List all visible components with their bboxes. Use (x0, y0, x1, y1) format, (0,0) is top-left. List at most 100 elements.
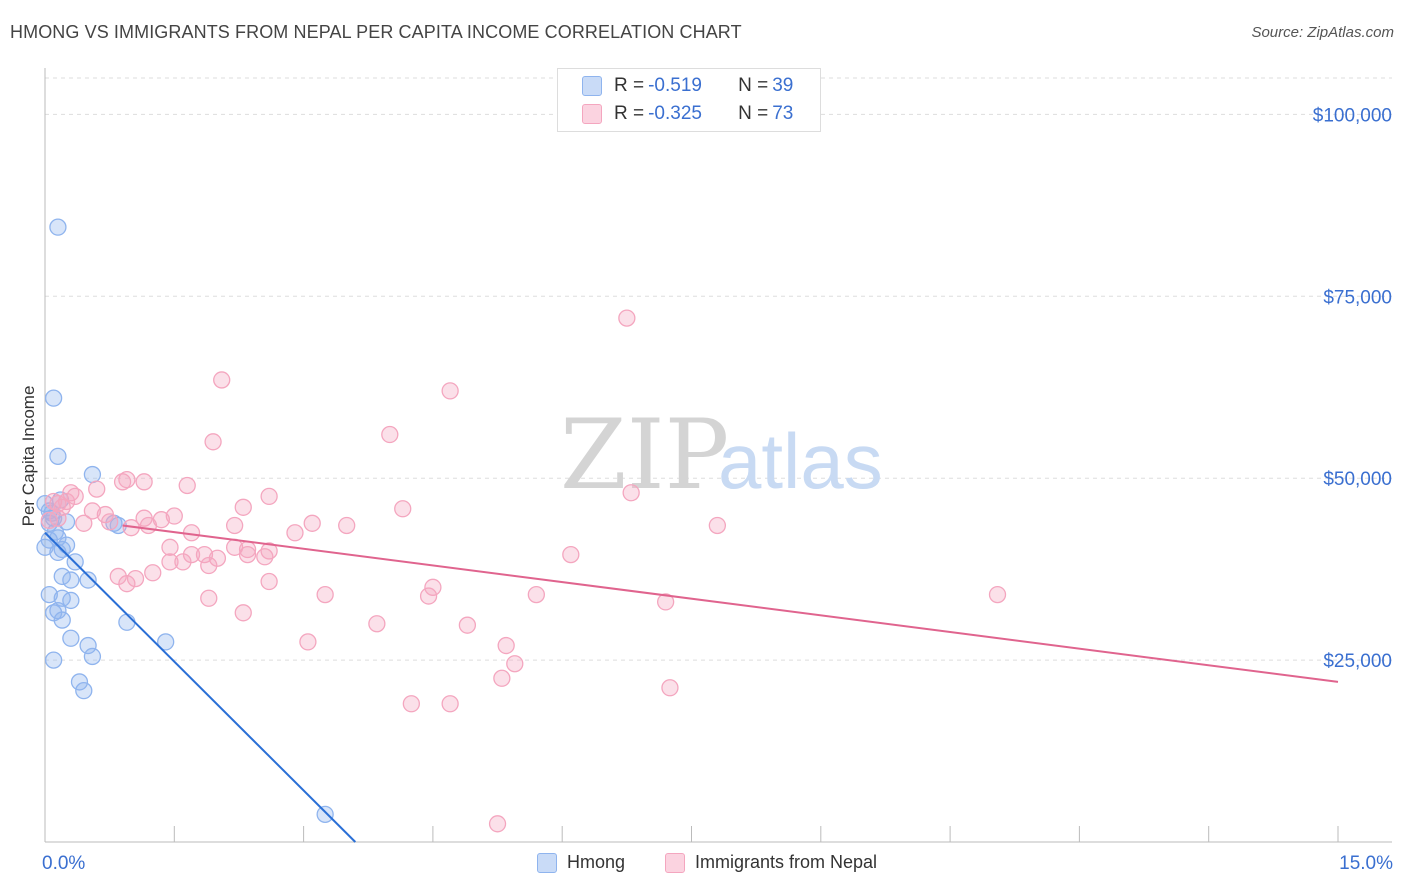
nepal-point (506, 655, 524, 673)
nepal-point (66, 487, 84, 506)
nepal-point (161, 538, 179, 556)
nepal-point (88, 480, 106, 498)
nepal-point (182, 545, 201, 564)
hmong-point (49, 601, 67, 620)
nepal-point (441, 695, 459, 713)
nepal-trend-line (122, 524, 1339, 683)
nepal-point (316, 585, 334, 604)
nepal-point (118, 575, 136, 593)
chart-title: HMONG VS IMMIGRANTS FROM NEPAL PER CAPIT… (10, 22, 742, 42)
nepal-point (394, 500, 412, 518)
nepal-point (368, 615, 386, 633)
nepal-point (618, 309, 636, 327)
stats-swatch-nepal (582, 104, 602, 124)
nepal-point (299, 633, 317, 651)
hmong-point (62, 629, 80, 647)
nepal-point (200, 556, 218, 575)
hmong-point (83, 647, 102, 666)
nepal-point (260, 572, 278, 591)
nepal-point (208, 549, 227, 567)
legend-label-nepal: Immigrants from Nepal (695, 852, 878, 872)
nepal-point (200, 589, 218, 607)
stats-n-value: 73 (772, 103, 794, 124)
nepal-point (488, 815, 507, 833)
hmong-point (49, 218, 67, 236)
nepal-point (53, 498, 71, 516)
nepal-point (234, 604, 252, 622)
y-tick-label: $50,000 (1323, 469, 1392, 490)
nepal-point (286, 524, 304, 542)
stats-r-label: R = (614, 103, 645, 124)
stats-n-label: N = (738, 75, 769, 96)
stats-swatch-hmong (582, 76, 602, 96)
nepal-point (419, 587, 438, 605)
legend-swatch-nepal (665, 852, 685, 873)
nepal-point (144, 564, 162, 582)
hmong-point (49, 447, 67, 466)
hmong-point (62, 571, 80, 589)
hmong-point (53, 567, 71, 586)
y-axis-title: Per Capita Income (19, 386, 38, 527)
hmong-point (70, 673, 89, 691)
nepal-point (458, 616, 477, 634)
nepal-point (656, 593, 675, 611)
nepal-point (988, 585, 1007, 604)
hmong-point (79, 636, 97, 655)
hmong-point (83, 465, 102, 484)
data-points (36, 218, 1007, 833)
nepal-point (527, 585, 545, 604)
stats-r-value: -0.519 (648, 75, 702, 96)
nepal-point (75, 514, 93, 532)
nepal-point (165, 507, 183, 525)
legend-item-nepal[interactable]: Immigrants from Nepal (665, 852, 877, 873)
hmong-point (44, 389, 63, 407)
grid-lines (45, 77, 1392, 661)
hmong-point (316, 805, 334, 824)
nepal-point (260, 487, 278, 506)
nepal-point (126, 569, 145, 588)
watermark-zip: ZIP (560, 399, 729, 511)
nepal-point (497, 636, 515, 655)
nepal-point (161, 553, 179, 571)
hmong-point (36, 538, 54, 556)
legend-item-hmong[interactable]: Hmong (537, 852, 625, 873)
y-tick-label: $100,000 (1313, 105, 1392, 126)
watermark-atlas: atlas (718, 417, 883, 505)
nepal-point (441, 382, 459, 400)
stats-n-label: N = (738, 103, 769, 124)
hmong-point (62, 591, 80, 610)
nepal-point (40, 511, 58, 530)
nepal-point (424, 578, 442, 596)
nepal-point (178, 476, 196, 495)
nepal-point (174, 553, 192, 571)
hmong-point (40, 585, 58, 604)
nepal-point (118, 470, 136, 489)
axes (44, 68, 1392, 843)
hmong-point (75, 682, 93, 700)
nepal-point (303, 514, 321, 532)
nepal-point (44, 492, 63, 511)
nepal-point (213, 371, 231, 389)
nepal-point (338, 516, 356, 535)
legend-swatch-hmong (537, 852, 557, 873)
axis-labels: $25,000 $50,000 $75,000 $100,000 0.0% 15.0% (42, 105, 1393, 874)
y-tick-label: $75,000 (1323, 287, 1392, 308)
nepal-point (622, 484, 640, 502)
hmong-point (53, 611, 71, 629)
nepal-point (708, 516, 727, 535)
stats-r-value: -0.325 (648, 103, 702, 124)
nepal-point (493, 669, 511, 687)
nepal-point (562, 545, 580, 564)
legend-label-hmong: Hmong (567, 852, 626, 872)
source-credit: Source: ZipAtlas.com (1251, 24, 1394, 41)
x-tick-label: 0.0% (42, 853, 85, 874)
nepal-point (256, 548, 274, 566)
nepal-point (225, 516, 244, 535)
hmong-point (157, 633, 175, 651)
nepal-point (195, 545, 214, 564)
nepal-point (402, 695, 421, 713)
stats-n-value: 39 (772, 75, 794, 96)
hmong-trend-line (44, 532, 357, 843)
nepal-point (135, 473, 153, 491)
